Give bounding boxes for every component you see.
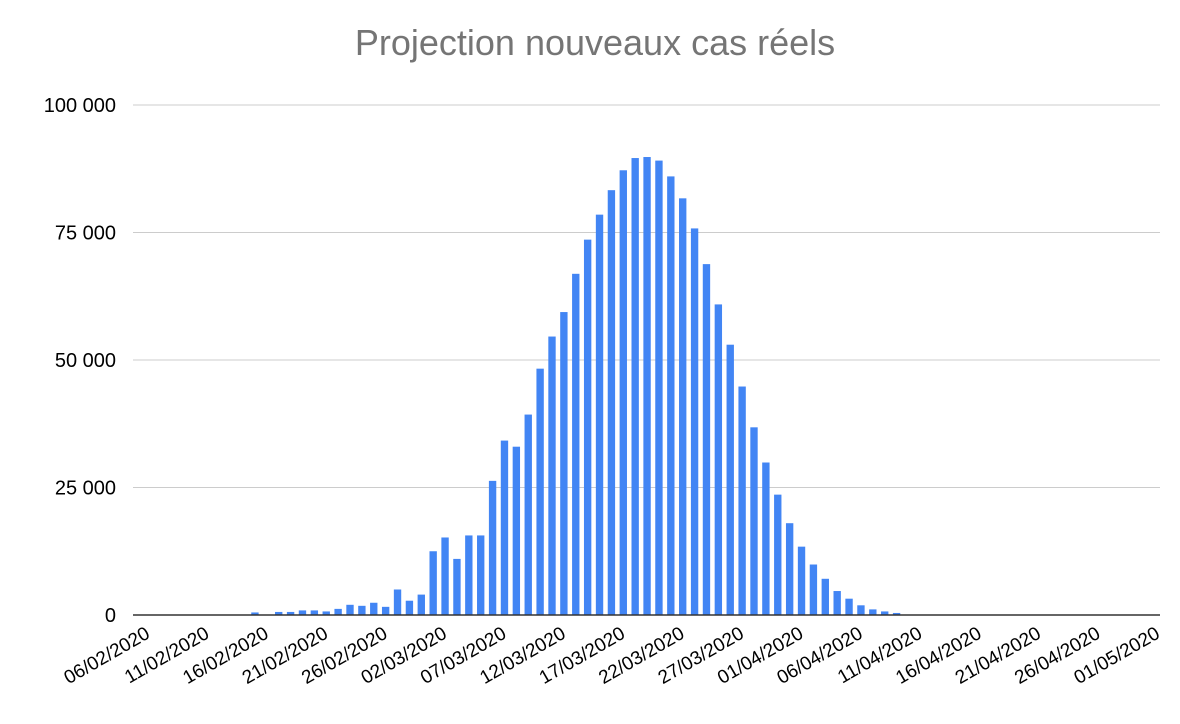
bar [393, 589, 402, 615]
bar [572, 273, 580, 615]
bar [857, 605, 865, 615]
y-tick-label: 100 000 [44, 95, 116, 117]
bar [429, 551, 437, 615]
bar [381, 606, 390, 615]
bar [275, 611, 283, 615]
y-tick-label: 0 [105, 605, 116, 627]
bar [560, 312, 568, 615]
bar [405, 600, 414, 615]
bar [869, 609, 877, 615]
bar [595, 214, 604, 615]
bar [477, 535, 485, 615]
bar [619, 170, 627, 615]
bar [322, 611, 330, 615]
bar [370, 602, 378, 615]
bar [500, 440, 509, 615]
bar [524, 414, 532, 615]
bar [548, 336, 556, 615]
bar [643, 157, 651, 615]
bar [881, 611, 889, 615]
y-tick-label: 50 000 [55, 350, 116, 372]
bar [346, 604, 354, 615]
bar [607, 190, 616, 616]
bar [453, 558, 461, 615]
bar [762, 462, 770, 615]
bar [358, 605, 366, 615]
y-tick-label: 25 000 [55, 478, 116, 500]
bar [833, 591, 841, 615]
bars [251, 157, 901, 616]
bar [583, 239, 592, 615]
bar [465, 535, 473, 615]
bar [797, 546, 806, 615]
bar [631, 158, 639, 616]
bar [845, 598, 853, 615]
bar [298, 610, 307, 615]
bar [251, 612, 259, 615]
bar [785, 523, 794, 615]
bar [714, 304, 723, 615]
y-tick-label: 75 000 [55, 223, 116, 245]
bar [488, 480, 497, 615]
bar [667, 176, 675, 615]
bar [809, 564, 818, 615]
bar [536, 368, 544, 615]
chart-title: Projection nouveaux cas réels [354, 22, 836, 63]
bar [334, 608, 342, 615]
bar [738, 386, 746, 615]
bar [441, 537, 449, 615]
bar [690, 228, 699, 616]
bar [892, 612, 901, 615]
bar [310, 610, 319, 615]
bar [679, 198, 687, 615]
bar [750, 427, 758, 615]
bar [655, 160, 663, 615]
y-axis-ticks: 0 25 000 50 000 75 000 100 000 [44, 95, 116, 627]
bar [286, 611, 295, 615]
bar [512, 446, 521, 615]
bar [821, 578, 829, 615]
bar [774, 494, 782, 615]
bar [702, 264, 711, 615]
x-axis-ticks: 06/02/202011/02/202016/02/202021/02/2020… [61, 623, 1164, 689]
bar [417, 594, 425, 615]
bar [726, 344, 734, 615]
